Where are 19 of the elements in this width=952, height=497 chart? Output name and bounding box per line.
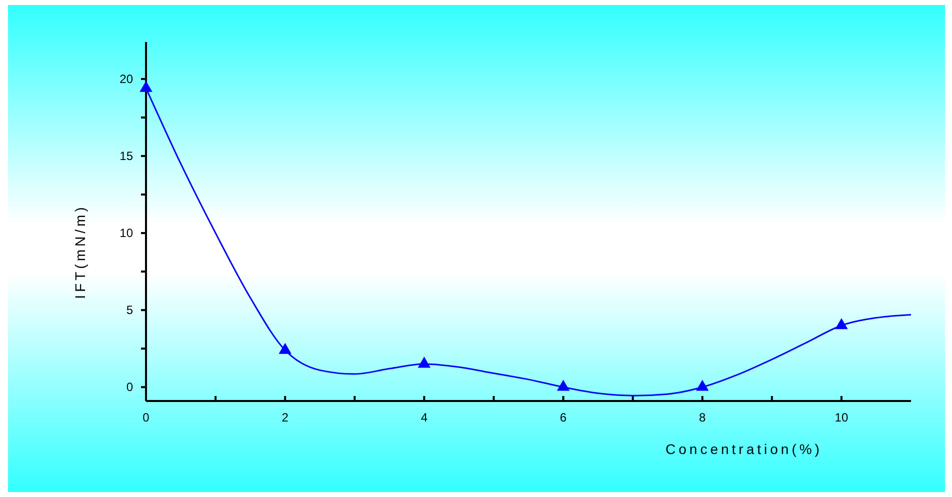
y-tick-label: 0 xyxy=(126,380,134,394)
x-axis-title: Concentration(%) xyxy=(666,441,822,457)
y-tick-label: 5 xyxy=(126,302,134,317)
point xyxy=(278,342,292,354)
x-tick-label: 6 xyxy=(560,410,567,425)
x-tick-label: 0 xyxy=(142,410,150,425)
x-tick-label: 10 xyxy=(834,410,848,425)
x-tick-label: 2 xyxy=(282,410,289,425)
y-axis-title: IFT(mN/m) xyxy=(72,204,88,299)
point xyxy=(835,318,848,330)
y-tick-label: 20 xyxy=(120,72,134,86)
x-tick-label: 4 xyxy=(420,410,428,425)
point xyxy=(140,80,152,92)
y-tick-label: 15 xyxy=(120,148,134,163)
point xyxy=(696,380,709,391)
point xyxy=(418,356,431,368)
point xyxy=(556,380,570,391)
x-tick-label: 8 xyxy=(699,410,706,425)
y-tick-label: 10 xyxy=(120,226,134,240)
